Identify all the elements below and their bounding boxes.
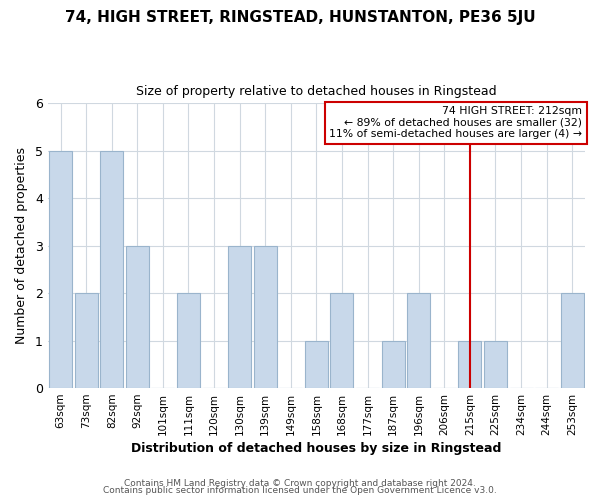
Bar <box>49 151 72 388</box>
Bar <box>177 293 200 388</box>
Bar <box>74 293 98 388</box>
Text: Contains public sector information licensed under the Open Government Licence v3: Contains public sector information licen… <box>103 486 497 495</box>
Text: 74, HIGH STREET, RINGSTEAD, HUNSTANTON, PE36 5JU: 74, HIGH STREET, RINGSTEAD, HUNSTANTON, … <box>65 10 535 25</box>
Bar <box>560 293 584 388</box>
Bar <box>228 246 251 388</box>
Bar <box>458 340 481 388</box>
Bar <box>407 293 430 388</box>
Bar <box>126 246 149 388</box>
X-axis label: Distribution of detached houses by size in Ringstead: Distribution of detached houses by size … <box>131 442 502 455</box>
Text: Contains HM Land Registry data © Crown copyright and database right 2024.: Contains HM Land Registry data © Crown c… <box>124 478 476 488</box>
Y-axis label: Number of detached properties: Number of detached properties <box>15 147 28 344</box>
Bar <box>331 293 353 388</box>
Bar <box>100 151 123 388</box>
Title: Size of property relative to detached houses in Ringstead: Size of property relative to detached ho… <box>136 85 497 98</box>
Bar <box>305 340 328 388</box>
Bar <box>484 340 507 388</box>
Bar <box>382 340 404 388</box>
Bar <box>254 246 277 388</box>
Text: 74 HIGH STREET: 212sqm
← 89% of detached houses are smaller (32)
11% of semi-det: 74 HIGH STREET: 212sqm ← 89% of detached… <box>329 106 583 140</box>
